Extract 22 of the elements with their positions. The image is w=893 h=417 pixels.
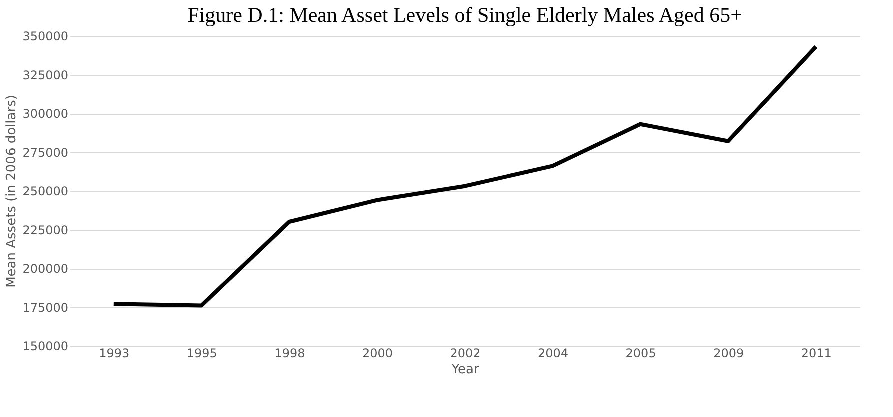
x-tick-label: 2004 (538, 346, 569, 360)
x-tick-label: 1998 (274, 346, 306, 360)
x-tick-label: 1995 (186, 346, 218, 360)
x-tick-label: 2005 (626, 346, 656, 360)
x-axis-title: Year (450, 362, 480, 378)
y-tick-label: 275000 (22, 146, 68, 160)
x-tick-label: 2002 (450, 346, 481, 360)
y-axis-title: Mean Assets (in 2006 dollars) (4, 95, 20, 288)
line-series (112, 44, 818, 308)
x-tick-label: 2000 (362, 346, 393, 360)
y-tick-label: 300000 (22, 107, 68, 121)
y-tick-label: 225000 (22, 223, 68, 238)
chart-title: Figure D.1: Mean Asset Levels of Single Elderly Males Aged 65+ (188, 3, 742, 27)
y-tick-label: 150000 (22, 340, 68, 354)
x-tick-label: 1993 (99, 346, 130, 360)
y-tick-label: 350000 (22, 30, 68, 44)
x-tick-label: 2011 (801, 346, 832, 360)
y-tick-label: 325000 (22, 68, 68, 82)
x-tick-label: 2009 (714, 346, 744, 360)
y-tick-label: 250000 (22, 184, 68, 198)
y-tick-label: 200000 (22, 262, 68, 276)
y-tick-label: 175000 (22, 300, 68, 315)
